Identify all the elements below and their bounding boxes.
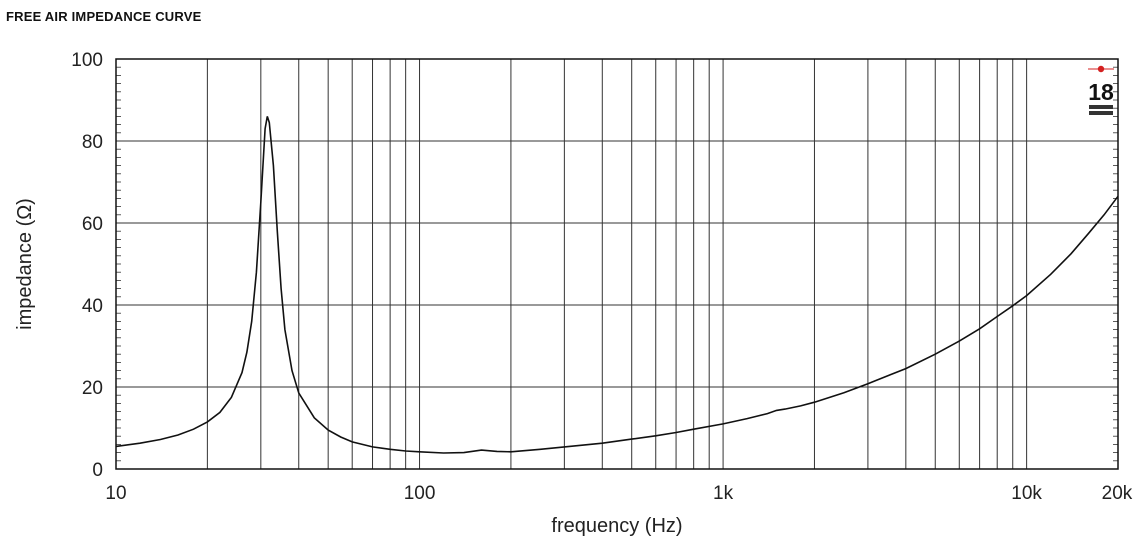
y-tick-label: 20 (82, 378, 103, 399)
y-tick-label: 0 (92, 460, 103, 481)
x-axis-label: frequency (Hz) (551, 515, 682, 537)
x-tick-label: 1k (713, 483, 734, 504)
y-tick-label: 100 (71, 50, 103, 71)
logo-number: 18 (1088, 79, 1114, 105)
y-tick-label: 40 (82, 296, 103, 317)
x-axis: 10 100 1k 10k 20k (105, 483, 1132, 504)
x-tick-label: 100 (404, 483, 436, 504)
x-tick-label: 20k (1102, 483, 1133, 504)
brand-logo: 18 (1088, 65, 1114, 115)
y-axis: 0 20 40 60 80 100 (71, 50, 103, 481)
plot-frame (115, 58, 1119, 470)
grid (116, 58, 1118, 470)
y-axis-label: impedance (Ω) (14, 198, 36, 330)
x-tick-label: 10k (1011, 483, 1042, 504)
y-tick-label: 60 (82, 214, 103, 235)
y-tick-label: 80 (82, 132, 103, 153)
impedance-curve (115, 116, 1119, 454)
x-tick-label: 10 (105, 483, 126, 504)
chart-title: FREE AIR IMPEDANCE CURVE (6, 9, 202, 24)
